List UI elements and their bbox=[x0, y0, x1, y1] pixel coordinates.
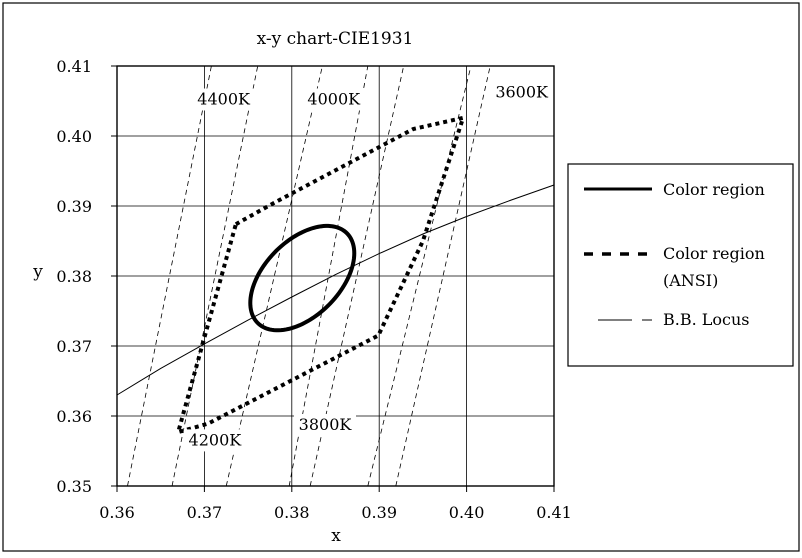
y-tick-label: 0.35 bbox=[56, 477, 92, 496]
legend-label-ansi-line2: (ANSI) bbox=[663, 271, 718, 290]
color-region-ellipse bbox=[248, 223, 357, 333]
y-axis-label: y bbox=[32, 262, 43, 282]
cct-label: 4200K bbox=[189, 430, 243, 449]
x-tick-label: 0.38 bbox=[274, 503, 310, 522]
y-tick-label: 0.36 bbox=[56, 407, 92, 426]
cct-label: 3800K bbox=[299, 415, 353, 434]
legend-label-bb-locus: B.B. Locus bbox=[663, 310, 750, 329]
x-tick-label: 0.37 bbox=[187, 503, 223, 522]
x-tick-label: 0.39 bbox=[361, 503, 397, 522]
ansi-region-outline bbox=[175, 115, 467, 435]
cct-label-background bbox=[490, 81, 553, 104]
chart-title: x-y chart-CIE1931 bbox=[257, 29, 414, 49]
x-tick-label: 0.41 bbox=[536, 503, 572, 522]
y-tick-label: 0.39 bbox=[56, 197, 92, 216]
y-tick-label: 0.41 bbox=[56, 57, 92, 76]
cct-label: 4000K bbox=[307, 90, 361, 109]
cct-label-background bbox=[183, 429, 246, 452]
cct-label-background bbox=[302, 88, 365, 111]
legend-box bbox=[567, 163, 794, 367]
y-tick-label: 0.38 bbox=[56, 267, 92, 286]
cct-label: 3600K bbox=[495, 83, 549, 102]
x-tick-label: 0.40 bbox=[449, 503, 485, 522]
cct-label-background bbox=[192, 88, 255, 111]
grid-layer bbox=[117, 66, 554, 486]
tick-layer: 0.36 0.37 0.38 0.39 0.40 0.41 0.35 0.36 0.37 0.38… bbox=[56, 57, 571, 522]
cct-label-background bbox=[294, 414, 357, 436]
y-tick-label: 0.37 bbox=[56, 337, 92, 356]
bb-locus-line bbox=[116, 184, 555, 396]
cct-label-layer: 4400K 4000K 3600K 4200K 3800K bbox=[183, 81, 553, 452]
y-tick-label: 0.40 bbox=[56, 127, 92, 146]
x-axis-label: x bbox=[331, 526, 341, 546]
legend: Color region Color region (ANSI) B.B. Lo… bbox=[567, 163, 794, 367]
legend-label-ansi-line1: Color region bbox=[663, 244, 765, 263]
cct-label: 4400K bbox=[197, 90, 251, 109]
x-tick-label: 0.36 bbox=[99, 503, 135, 522]
isotherm-layer bbox=[127, 65, 491, 487]
legend-label-color-region: Color region bbox=[663, 180, 765, 199]
isotherm-line bbox=[367, 65, 472, 487]
series-layer bbox=[116, 115, 555, 435]
